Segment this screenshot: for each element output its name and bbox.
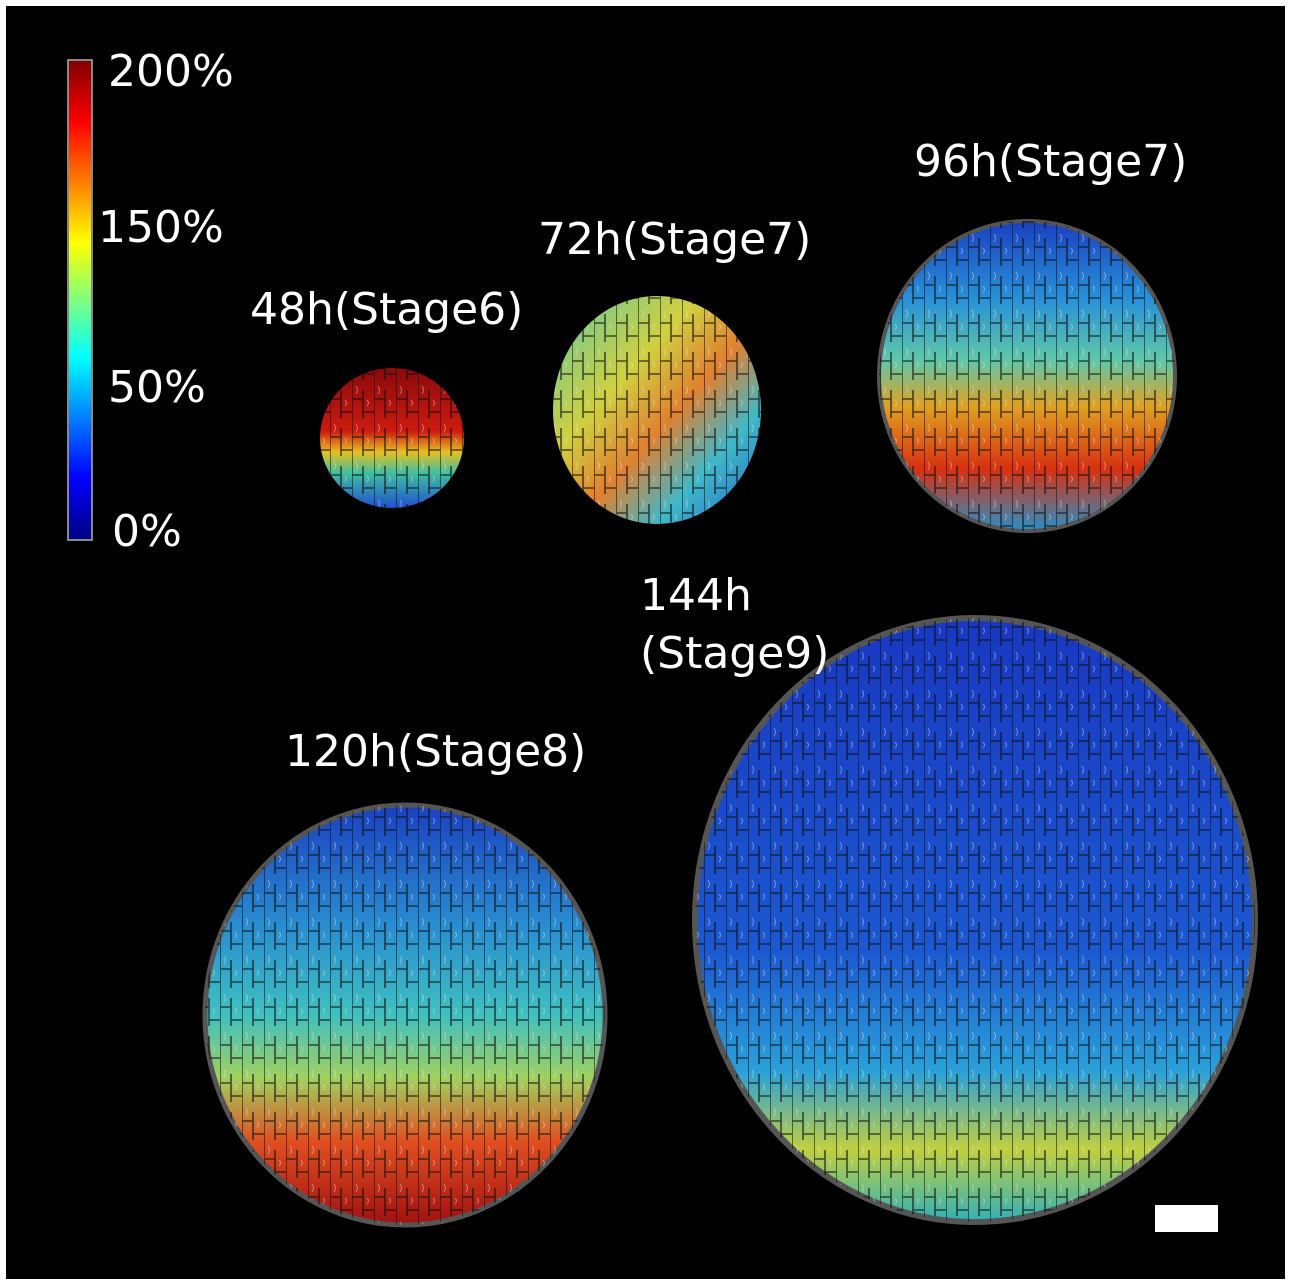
colorbar-label: 200%	[108, 46, 234, 97]
cell-outlines	[320, 368, 464, 508]
specimen-120h	[202, 802, 608, 1228]
cell-outlines	[695, 618, 1255, 1222]
specimen-72h	[553, 296, 761, 524]
stage-label: 144h	[640, 570, 752, 621]
stage-label: 72h(Stage7)	[538, 214, 811, 265]
stage-label: (Stage9)	[640, 628, 829, 679]
specimen-144h	[692, 615, 1258, 1225]
stage-label: 48h(Stage6)	[250, 284, 523, 335]
colorbar-label: 150%	[98, 202, 224, 253]
stage-label: 120h(Stage8)	[285, 726, 586, 777]
cell-outlines	[205, 805, 605, 1225]
specimen-48h	[320, 368, 464, 508]
scale-bar	[1155, 1205, 1218, 1232]
cell-outlines	[879, 221, 1175, 531]
cell-outlines	[553, 296, 761, 524]
colorbar	[67, 59, 93, 541]
colorbar-label: 0%	[112, 506, 182, 557]
colorbar-label: 50%	[108, 362, 206, 413]
specimen-96h	[877, 219, 1177, 533]
stage-label: 96h(Stage7)	[914, 136, 1187, 187]
